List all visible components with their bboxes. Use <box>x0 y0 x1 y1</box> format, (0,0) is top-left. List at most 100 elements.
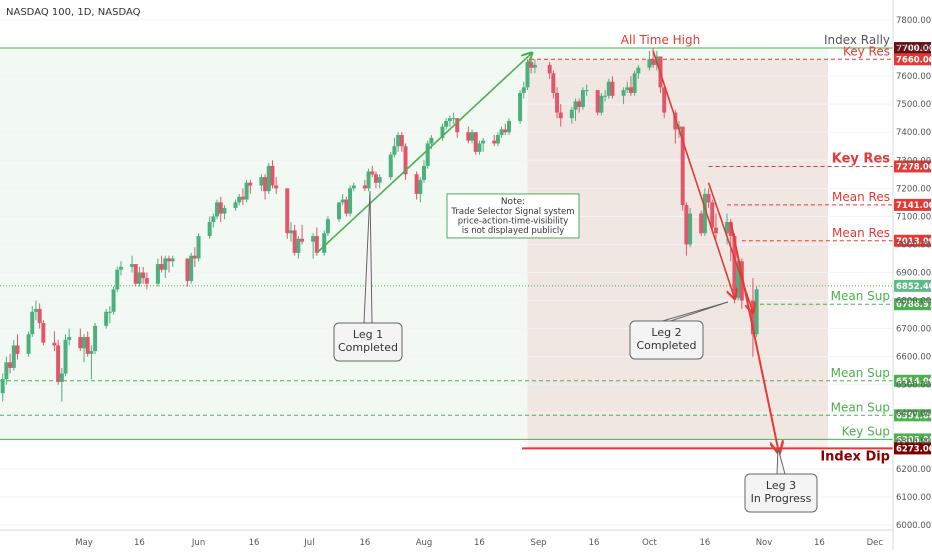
candle-body <box>337 202 341 220</box>
last-price-label: 6852.40 <box>896 282 932 292</box>
candle-body <box>555 92 560 113</box>
candle-body <box>422 165 426 180</box>
candle-body <box>580 90 585 107</box>
candle-body <box>240 196 245 200</box>
level-label: Mean Sup <box>831 289 890 303</box>
y-tick-label: 6600.00 <box>896 353 931 363</box>
y-tick-label: 6400.00 <box>896 409 931 419</box>
candle-body <box>192 255 197 259</box>
candle-body <box>754 289 759 335</box>
candle-body <box>647 59 652 68</box>
candle-body <box>518 92 523 121</box>
candle-body <box>89 351 94 354</box>
y-tick-label: 6900.00 <box>896 269 931 279</box>
candle-body <box>311 236 316 242</box>
last-price-tag <box>894 279 931 292</box>
candle-body <box>130 264 135 267</box>
candle-body <box>455 118 460 133</box>
candle-body <box>599 95 604 113</box>
candle-body <box>577 101 582 107</box>
candle-body <box>532 64 537 68</box>
x-tick-label: 16 <box>814 538 825 548</box>
candle-body <box>750 300 755 335</box>
candle-body <box>699 213 704 234</box>
candle-body <box>392 146 397 155</box>
candle-body <box>322 233 327 253</box>
candle-body <box>111 289 116 312</box>
price-tag-label: 7013.00 <box>896 237 932 247</box>
candle-body <box>418 179 423 194</box>
candle-body <box>466 132 471 141</box>
candle-body <box>259 177 264 186</box>
x-tick-label: 16 <box>699 538 710 548</box>
candle-body <box>662 87 667 113</box>
candle-body <box>728 222 733 237</box>
candle-body <box>8 362 13 368</box>
y-tick-label: 6300.00 <box>896 437 931 447</box>
level-label: Index Dip <box>820 449 890 464</box>
y-tick-label: 6700.00 <box>896 325 931 335</box>
price-tag <box>894 53 931 66</box>
candle-body <box>706 193 711 203</box>
candle-body <box>673 112 678 130</box>
price-tag <box>894 160 931 173</box>
price-tag-label: 6273.00 <box>896 444 932 454</box>
candle-body <box>388 154 393 178</box>
candle-body <box>4 362 9 380</box>
candle-body <box>237 196 242 203</box>
candle-body <box>222 207 227 214</box>
note-line: Trade Selector Signal system <box>450 207 574 217</box>
candle-body <box>248 182 253 186</box>
candle-body <box>37 308 42 323</box>
y-tick-label: 7400.00 <box>896 128 931 138</box>
candle-body <box>348 188 353 214</box>
level-label: Mean Sup <box>831 366 890 380</box>
leg2-callout-text: Completed <box>637 339 697 352</box>
x-tick-label: Dec <box>867 538 884 548</box>
candle-body <box>425 143 430 166</box>
candle-body <box>366 171 371 189</box>
price-tag <box>894 442 931 455</box>
price-tag-label: 7700.00 <box>896 44 932 54</box>
candle-body <box>215 202 220 217</box>
candle-body <box>314 236 319 253</box>
candle-body <box>451 118 456 120</box>
note-line: price-action-time-visibility <box>458 216 569 226</box>
candle-body <box>688 213 693 245</box>
candle-body <box>547 64 552 74</box>
y-tick-label: 7700.00 <box>896 44 931 54</box>
candle-body <box>104 311 109 326</box>
price-tag-label: 7660.00 <box>896 55 932 65</box>
price-tag <box>894 234 931 247</box>
ath-label: All Time High <box>621 33 700 47</box>
candle-body <box>507 121 511 133</box>
leg1-callout-text: Completed <box>338 341 398 354</box>
candle-body <box>732 236 737 298</box>
candle-body <box>447 118 452 121</box>
candle-body <box>67 337 72 340</box>
candle-body <box>521 87 526 93</box>
price-tag-label: 6305.00 <box>896 435 932 445</box>
candle-body <box>473 132 478 152</box>
candle-body <box>11 345 16 368</box>
note-title: Note: <box>501 197 525 207</box>
candle-body <box>288 230 293 234</box>
price-tag <box>894 374 931 387</box>
leg3-callout-pointer <box>776 447 786 475</box>
level-label: Key Res <box>832 151 890 166</box>
candle-body <box>133 264 138 284</box>
x-tick-label: Jul <box>303 538 314 548</box>
candle-body <box>525 62 530 88</box>
price-tag <box>894 42 931 55</box>
y-tick-label: 6000.00 <box>896 521 931 531</box>
candle-body <box>270 165 275 186</box>
candle-body <box>292 230 297 253</box>
price-tag <box>894 409 931 422</box>
y-tick-label: 7200.00 <box>896 184 931 194</box>
candle-body <box>551 73 556 93</box>
candle-body <box>377 177 382 183</box>
candle-body <box>636 67 641 74</box>
note-box <box>446 193 580 239</box>
candle-body <box>414 174 419 194</box>
candle-body <box>118 266 123 270</box>
